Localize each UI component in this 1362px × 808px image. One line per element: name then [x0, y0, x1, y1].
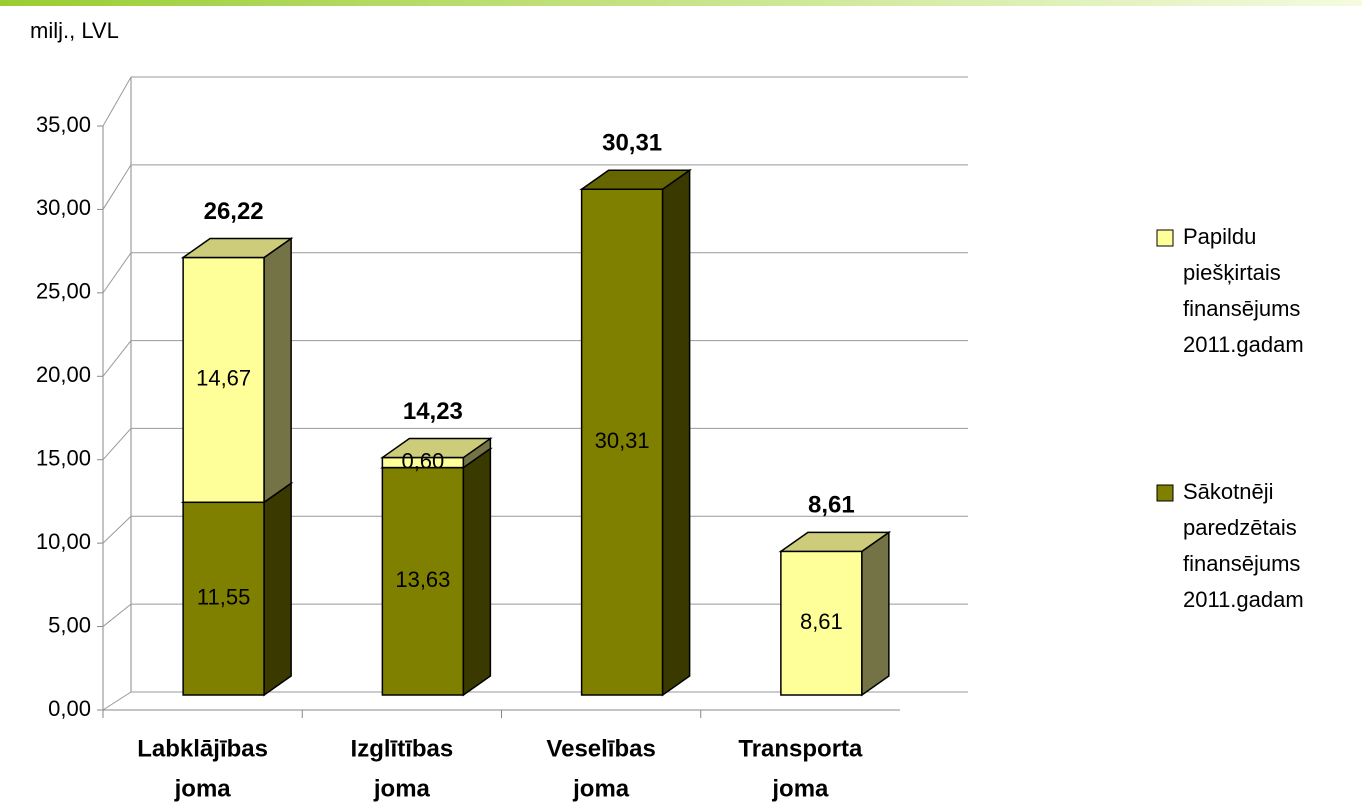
- data-label: 8,61: [800, 609, 843, 634]
- y-tick-label: 0,00: [48, 696, 91, 721]
- bar-side: [661, 168, 691, 697]
- data-label: 11,55: [197, 584, 250, 609]
- total-label: 14,23: [403, 398, 463, 425]
- x-tick-label: Izglītības: [351, 735, 454, 762]
- x-tick-label: Labklājības: [137, 735, 268, 762]
- grid-diagonal: [102, 691, 132, 711]
- bar: [182, 501, 265, 696]
- bar-top: [579, 169, 692, 191]
- y-tick-label: 25,00: [36, 279, 91, 304]
- grid-diagonal: [102, 428, 132, 461]
- legend-label: Sākotnēji paredzētais finansējums 2011.gada…: [1183, 479, 1304, 612]
- bar-side: [263, 237, 292, 504]
- x-tick-label: joma: [174, 775, 232, 802]
- data-label: 30,31: [595, 428, 650, 453]
- legend-swatch: [1156, 229, 1174, 247]
- bar-side: [462, 447, 492, 697]
- x-tick-label: joma: [771, 775, 829, 802]
- data-label: 14,67: [196, 366, 251, 391]
- grid-diagonal: [102, 252, 132, 294]
- y-tick-label: 5,00: [48, 612, 91, 637]
- y-tick-label: 35,00: [36, 112, 91, 137]
- y-tick-label: 15,00: [36, 446, 91, 471]
- legend-item: Sākotnēji paredzētais finansējums 2011.gada…: [1156, 479, 1304, 612]
- header-bar: [0, 0, 1362, 6]
- bar: [780, 550, 863, 696]
- total-label: 26,22: [204, 198, 264, 225]
- legend-label: Papildu piešķirtais finansējums 2011.gadam: [1183, 224, 1304, 357]
- x-tick-label: Transporta: [738, 735, 863, 762]
- total-label: 30,31: [602, 130, 662, 157]
- y-axis-label: milj., LVL: [30, 18, 119, 43]
- grid-diagonal: [102, 515, 132, 544]
- grid-diagonal: [102, 340, 132, 377]
- legend-item: Papildu piešķirtais finansējums 2011.gadam: [1156, 224, 1304, 357]
- bar-side: [263, 481, 292, 697]
- y-tick-label: 10,00: [36, 529, 91, 554]
- y-tick-label: 20,00: [36, 362, 91, 387]
- bar: [580, 188, 664, 696]
- total-label: 8,61: [808, 492, 855, 519]
- legend-swatch: [1156, 484, 1174, 502]
- y-tick-label: 30,00: [36, 195, 91, 220]
- bar-top: [180, 237, 294, 259]
- bar-side: [861, 530, 890, 697]
- x-tick-label: Veselības: [546, 735, 655, 762]
- bar-top: [778, 531, 892, 553]
- data-label: 0,60: [401, 448, 444, 473]
- x-tick-label: joma: [373, 775, 431, 802]
- bar-top: [380, 437, 493, 459]
- grid-diagonal: [102, 76, 132, 127]
- x-tick-label: joma: [572, 775, 630, 802]
- grid-diagonal: [102, 164, 132, 210]
- grid-diagonal: [102, 603, 132, 627]
- data-label: 13,63: [395, 567, 450, 592]
